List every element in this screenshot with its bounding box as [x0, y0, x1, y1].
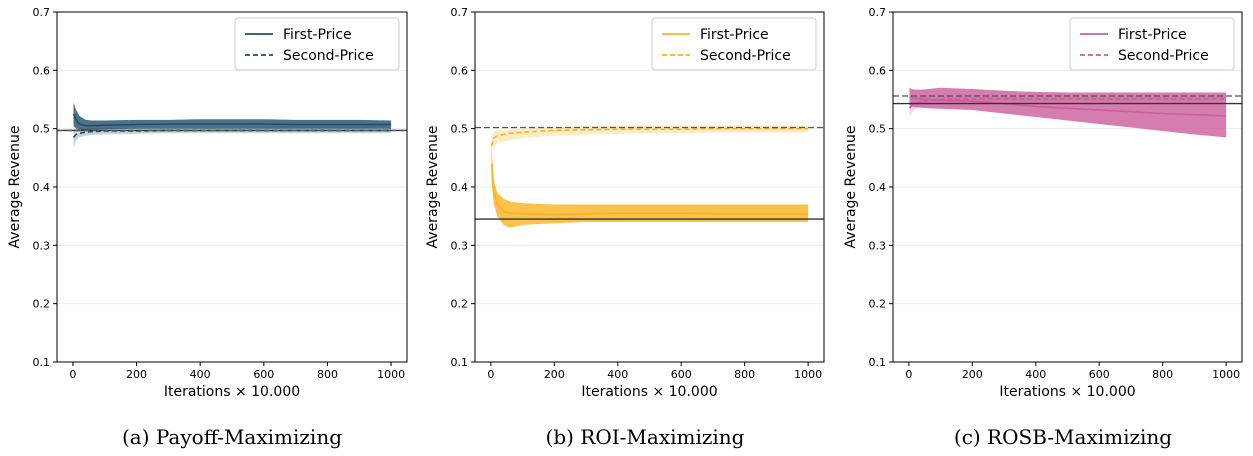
caption-c: (c) ROSB-Maximizing	[954, 425, 1172, 449]
y-axis-label: Average Revenue	[843, 126, 859, 249]
legend-label-first-price: First-Price	[700, 27, 769, 43]
x-axis-label: Iterations × 10.000	[164, 384, 300, 400]
y-tick-label: 0.6	[869, 64, 887, 77]
y-axis-label: Average Revenue	[425, 126, 441, 249]
x-axis-label: Iterations × 10.000	[581, 384, 717, 400]
x-tick-label: 1000	[794, 368, 822, 381]
y-tick-label: 0.5	[869, 123, 887, 136]
legend-box	[1069, 17, 1235, 71]
x-tick-label: 400	[1025, 368, 1046, 381]
x-tick-label: 600	[253, 368, 274, 381]
y-tick-label: 0.1	[451, 356, 469, 369]
y-tick-label: 0.3	[451, 239, 469, 252]
y-tick-label: 0.7	[869, 6, 887, 19]
band-first-price	[491, 146, 809, 228]
x-axis-label: Iterations × 10.000	[999, 384, 1135, 400]
band-second-price	[909, 94, 1227, 117]
series-line-first-price	[72, 113, 392, 127]
band-second-price	[73, 127, 392, 150]
y-tick-label: 0.4	[33, 181, 51, 194]
series-line-first-price	[490, 163, 809, 216]
x-tick-label: 800	[1152, 368, 1173, 381]
y-tick-label: 0.6	[33, 64, 51, 77]
y-tick-label: 0.4	[451, 181, 469, 194]
x-tick-label: 0	[905, 368, 912, 381]
y-tick-label: 0.2	[451, 298, 469, 311]
legend-box	[234, 17, 400, 71]
legend-label-first-price: First-Price	[283, 27, 352, 43]
y-tick-label: 0.2	[869, 298, 887, 311]
x-tick-label: 1000	[377, 368, 405, 381]
y-tick-label: 0.2	[33, 298, 51, 311]
y-tick-label: 0.5	[33, 123, 51, 136]
caption-b: (b) ROI-Maximizing	[546, 425, 745, 449]
legend-rosb: First-Price Second-Price	[1069, 17, 1235, 71]
caption-a: (a) Payoff-Maximizing	[122, 425, 342, 449]
x-tick-label: 400	[607, 368, 628, 381]
band-second-price	[491, 125, 809, 152]
panel-rosb: 0.1 0.2 0.3 0.4 0.5 0.6 0.7 0 200 400 600 800 1000 It…	[843, 6, 1243, 400]
legend-label-second-price: Second-Price	[1118, 48, 1209, 64]
y-tick-label: 0.1	[869, 356, 887, 369]
x-tick-label: 800	[734, 368, 755, 381]
series-line-second-price	[490, 127, 809, 147]
y-tick-label: 0.5	[451, 123, 469, 136]
legend-payoff: First-Price Second-Price	[234, 17, 400, 71]
y-tick-label: 0.3	[33, 239, 51, 252]
legend-label-second-price: Second-Price	[700, 48, 791, 64]
y-tick-label: 0.7	[451, 6, 469, 19]
x-tick-label: 200	[126, 368, 147, 381]
x-tick-label: 200	[544, 368, 565, 381]
legend-label-first-price: First-Price	[1118, 27, 1187, 43]
x-tick-label: 200	[962, 368, 983, 381]
y-tick-label: 0.6	[451, 64, 469, 77]
x-tick-label: 600	[1089, 368, 1110, 381]
legend-box	[651, 17, 817, 71]
x-tick-label: 600	[671, 368, 692, 381]
y-tick-label: 0.7	[33, 6, 51, 19]
x-tick-label: 1000	[1212, 368, 1240, 381]
y-tick-label: 0.3	[869, 239, 887, 252]
y-axis-label: Average Revenue	[7, 126, 23, 249]
panel-roi: 0.1 0.2 0.3 0.4 0.5 0.6 0.7 0 200 400 600 800 1000 It…	[425, 6, 825, 400]
x-tick-label: 0	[69, 368, 76, 381]
x-tick-label: 0	[487, 368, 494, 381]
y-tick-label: 0.4	[869, 181, 887, 194]
x-tick-label: 400	[190, 368, 211, 381]
band-first-price	[73, 102, 392, 131]
legend-label-second-price: Second-Price	[283, 48, 374, 64]
band-first-price	[909, 87, 1227, 138]
x-tick-label: 800	[317, 368, 338, 381]
y-tick-label: 0.1	[33, 356, 51, 369]
panel-payoff: 0.1 0.2 0.3 0.4 0.5 0.6 0.7 0 200 400 600 800 1000 It…	[7, 6, 408, 400]
legend-roi: First-Price Second-Price	[651, 17, 817, 71]
